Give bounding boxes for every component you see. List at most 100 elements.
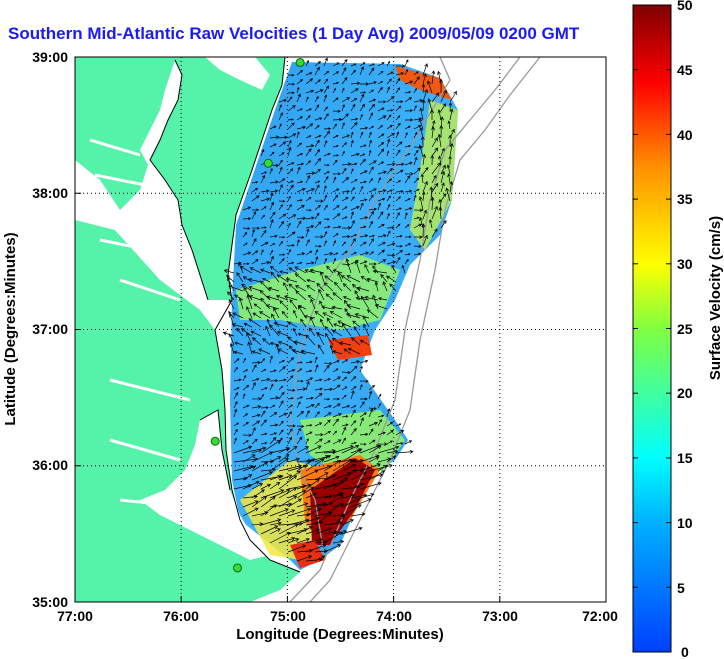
velocity-arrow [386,132,396,139]
velocity-arrow [249,267,262,274]
velocity-arrow [323,544,342,553]
velocity-arrow [260,226,267,229]
velocity-arrow [287,357,295,364]
velocity-arrow [278,400,284,409]
velocity-arrow [288,283,298,292]
velocity-arrow [350,121,358,130]
velocity-arrow [305,209,312,212]
velocity-arrow [368,67,375,76]
velocity-arrow [431,120,436,130]
velocity-arrow [236,327,244,337]
velocity-arrow [359,198,368,202]
velocity-arrow [341,386,348,391]
velocity-arrow [287,139,292,148]
velocity-arrow [386,421,394,427]
velocity-arrow [296,86,300,94]
velocity-arrow [380,273,388,283]
velocity-arrow [341,437,346,445]
velocity-arrow [431,92,440,103]
velocity-arrow [323,474,337,481]
velocity-arrow [413,76,420,85]
velocity-arrow [431,70,436,85]
velocity-arrow [269,219,274,229]
velocity-arrow [359,379,369,383]
velocity-arrow [266,295,280,301]
coastline [149,57,301,573]
velocity-arrow [314,364,319,373]
velocity-arrow [233,378,242,382]
y-tick-labels: 39:00 38:00 37:00 36:00 35:00 [32,49,68,610]
velocity-arrow [341,376,348,382]
velocity-arrow [350,103,356,112]
velocity-arrow [359,339,370,346]
velocity-arrow [314,392,323,400]
velocity-arrow [278,536,296,544]
velocity-arrow [314,378,323,382]
velocity-arrow [413,105,417,112]
velocity-arrow [314,95,319,103]
velocity-arrow [314,89,324,94]
velocity-arrow [296,216,307,221]
velocity-arrow [386,212,390,220]
velocity-arrow [305,59,309,67]
velocity-arrow [233,350,244,355]
velocity-arrow [395,77,401,85]
velocity-arrow [386,86,390,94]
velocity-arrow [418,118,424,130]
velocity-arrow [404,125,411,130]
velocity-arrow [386,114,392,121]
velocity-arrow [323,430,332,436]
velocity-arrow [296,239,300,247]
velocity-arrow [350,117,359,121]
velocity-arrow [346,304,361,310]
velocity-arrow [377,115,387,121]
velocity-arrow [296,220,302,229]
velocity-arrow [258,348,271,355]
velocity-arrow [359,153,366,157]
velocity-arrow [233,408,238,418]
velocity-arrow [332,71,340,76]
velocity-arrow [314,244,322,248]
map-title: Southern Mid-Atlantic Raw Velocities (1 … [8,24,580,43]
velocity-arrow [359,113,363,121]
x-tick-label: 73:00 [482,608,518,624]
velocity-arrow [359,359,369,364]
velocity-arrow [242,404,250,409]
velocity-arrow [395,189,404,193]
velocity-arrow [359,185,364,193]
x-axis-label: Longitude (Degrees:Minutes) [236,626,444,643]
velocity-arrow [242,440,249,445]
velocity-arrow [305,174,311,184]
velocity-arrow [332,360,340,364]
velocity-arrow [300,349,316,355]
velocity-arrow [278,523,299,535]
velocity-arrow [341,449,362,463]
velocity-arrow [269,355,273,364]
velocity-arrow [377,445,400,454]
velocity-arrow [332,529,348,535]
velocity-arrow [440,182,445,193]
velocity-arrow [269,189,279,193]
velocity-arrow [350,162,358,166]
velocity-arrow [326,317,334,328]
velocity-arrow [323,282,334,292]
velocity-arrow [323,252,334,256]
velocity-arrow [359,473,384,481]
velocity-arrow [356,286,370,292]
velocity-arrow [350,409,356,418]
velocity-arrow [368,390,373,400]
velocity-arrow [431,174,437,184]
velocity-arrow [331,305,343,310]
velocity-arrow [377,414,385,418]
velocity-arrow [287,544,307,553]
velocity-arrow [305,438,309,445]
velocity-arrow [278,159,283,166]
velocity-arrow [314,221,322,229]
velocity-arrow [395,256,401,265]
velocity-arrow [404,59,409,67]
velocity-arrow [386,71,394,76]
velocity-arrow [227,291,235,301]
velocity-arrow [242,262,250,266]
velocity-arrow [232,312,244,319]
